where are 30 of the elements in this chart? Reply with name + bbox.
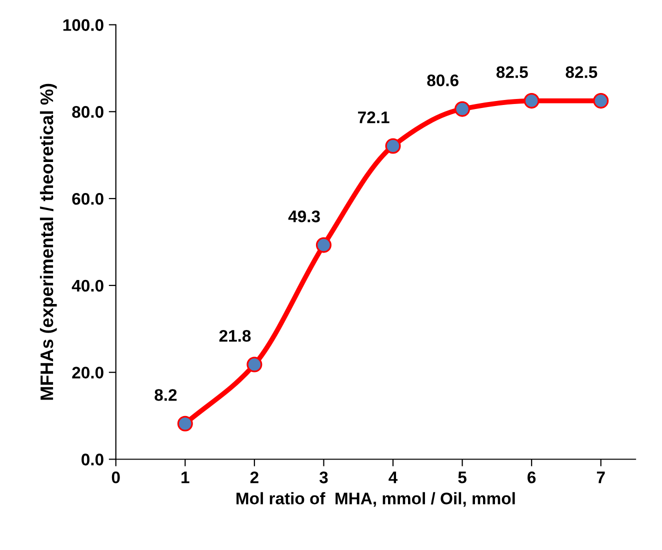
data-label: 82.5 bbox=[496, 66, 528, 78]
point bbox=[524, 93, 540, 109]
data-label: 49.3 bbox=[288, 210, 320, 222]
data-label: 72.1 bbox=[358, 111, 390, 124]
x-tick-label: 0 bbox=[112, 471, 120, 484]
data-label: 21.8 bbox=[219, 330, 251, 342]
point bbox=[385, 138, 401, 154]
x-tick-label: 4 bbox=[388, 472, 398, 484]
point bbox=[246, 356, 262, 372]
point bbox=[177, 416, 193, 432]
x-axis-title: Mol ratio of MHA, mmol / Oil, mmol bbox=[236, 492, 515, 507]
y-tick-label: 40.0 bbox=[72, 280, 104, 292]
y-axis-title: MFHAs (experimental / theoretical %) bbox=[40, 84, 57, 400]
point bbox=[593, 93, 609, 109]
x-tick-label: 2 bbox=[250, 471, 258, 484]
y-tick-label: 20.0 bbox=[72, 366, 104, 379]
x-tick-label: 6 bbox=[528, 471, 536, 484]
point bbox=[454, 101, 470, 117]
y-tick-label: 60.0 bbox=[72, 192, 104, 205]
x-tick-label: 1 bbox=[182, 472, 190, 484]
data-label: 80.6 bbox=[427, 74, 458, 86]
data-label: 82.5 bbox=[566, 66, 598, 78]
x-tick-label: 3 bbox=[319, 471, 328, 484]
y-tick-label: 0.0 bbox=[82, 454, 104, 466]
data-label: 8.2 bbox=[154, 389, 177, 401]
point bbox=[316, 237, 332, 253]
y-tick-label: 80.0 bbox=[72, 106, 104, 118]
x-tick-label: 5 bbox=[458, 472, 466, 484]
y-tick-label: 100.0 bbox=[63, 19, 104, 31]
x-tick-label: 7 bbox=[596, 472, 605, 484]
